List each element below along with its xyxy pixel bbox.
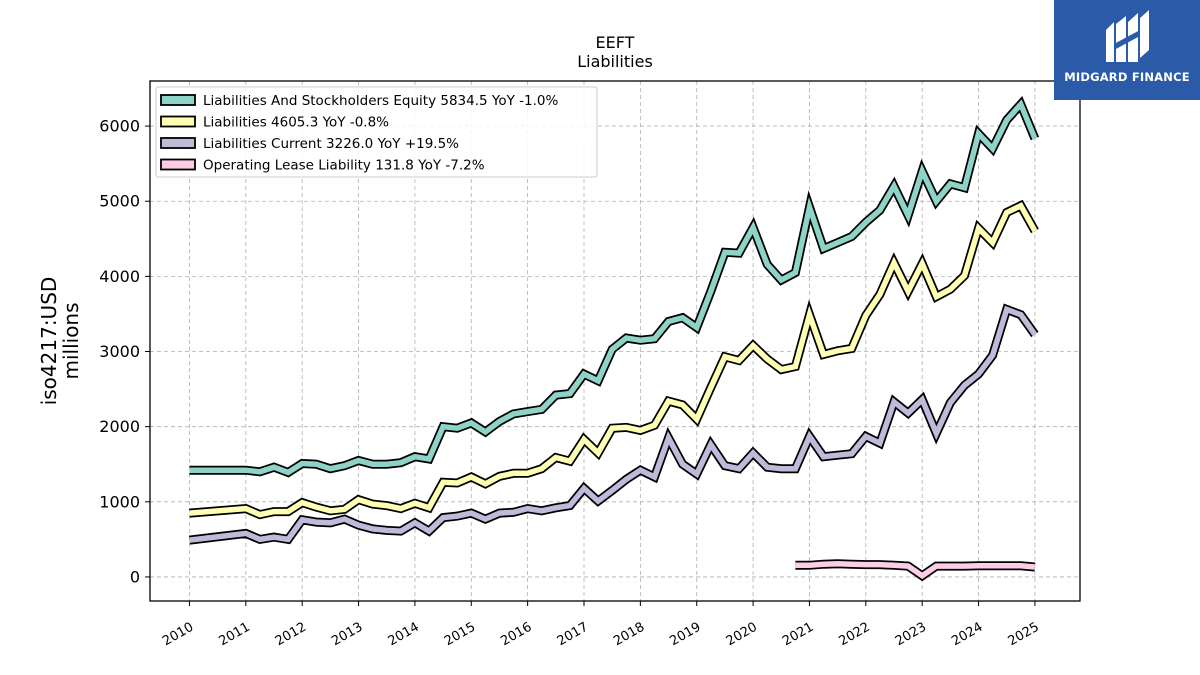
y-tick-label: 4000 (99, 267, 140, 286)
x-tick-label: 2024 (949, 620, 985, 650)
legend-entry: Liabilities Current 3226.0 YoY +19.5% (203, 136, 459, 152)
x-tick-label: 2025 (1006, 620, 1042, 650)
x-tick-label: 2018 (611, 620, 647, 650)
y-axis-label: iso4217:USD millions (37, 277, 83, 406)
x-tick-label: 2010 (160, 620, 196, 650)
plot-lines (188, 95, 1040, 582)
y-tick-label: 5000 (99, 192, 140, 211)
y-tick-label: 3000 (99, 342, 140, 361)
x-tick-label: 2019 (667, 620, 703, 650)
brand-name: MIDGARD FINANCE (1064, 70, 1190, 84)
x-tick-label: 2011 (217, 620, 253, 650)
legend-entry: Liabilities And Stockholders Equity 5834… (203, 93, 558, 109)
x-tick-label: 2020 (724, 620, 760, 650)
x-axis: 2010 2011 2012 2013 2014 2015 2016 2017 2018 2019… (160, 601, 1042, 649)
x-tick-label: 2012 (273, 620, 309, 650)
y-axis: 0 1000 2000 3000 4000 5000 6000 (99, 117, 150, 586)
x-tick-label: 2021 (780, 620, 816, 650)
legend: Liabilities And Stockholders Equity 5834… (155, 86, 598, 178)
plot-frame (149, 80, 1081, 602)
legend-swatch (160, 94, 196, 106)
legend-entry: Operating Lease Liability 131.8 YoY -7.2… (203, 158, 485, 174)
chart-subtitle: Liabilities (577, 52, 653, 71)
legend-swatch (160, 115, 196, 128)
logo-mark-icon (1106, 10, 1149, 62)
series-line (189, 202, 1038, 518)
y-tick-label: 6000 (99, 117, 140, 136)
x-tick-label: 2014 (386, 620, 422, 650)
legend-swatch (160, 158, 196, 171)
series-0 (189, 95, 1040, 478)
y-tick-label: 0 (130, 567, 140, 586)
x-tick-label: 2017 (555, 620, 591, 650)
legend-entry: Liabilities 4605.3 YoY -0.8% (203, 115, 389, 131)
x-tick-label: 2016 (498, 620, 534, 650)
y-tick-label: 2000 (99, 417, 140, 436)
y-axis-label-line1: iso4217:USD (37, 277, 61, 406)
series-1 (189, 199, 1039, 520)
chart-title: EEFT (596, 33, 635, 52)
series-line (189, 99, 1038, 476)
y-tick-label: 1000 (99, 492, 140, 511)
x-tick-label: 2023 (893, 620, 929, 650)
y-axis-label-line2: millions (59, 302, 83, 379)
legend-swatch (160, 137, 196, 149)
series-2 (188, 303, 1039, 545)
series-line (795, 561, 1036, 580)
brand-logo: MIDGARD FINANCE (1054, 0, 1200, 100)
series-3 (795, 559, 1036, 582)
x-tick-label: 2013 (329, 620, 365, 650)
x-tick-label: 2015 (442, 620, 478, 650)
legend-frame (155, 86, 598, 178)
series-line (189, 305, 1038, 543)
x-tick-label: 2022 (837, 620, 873, 650)
